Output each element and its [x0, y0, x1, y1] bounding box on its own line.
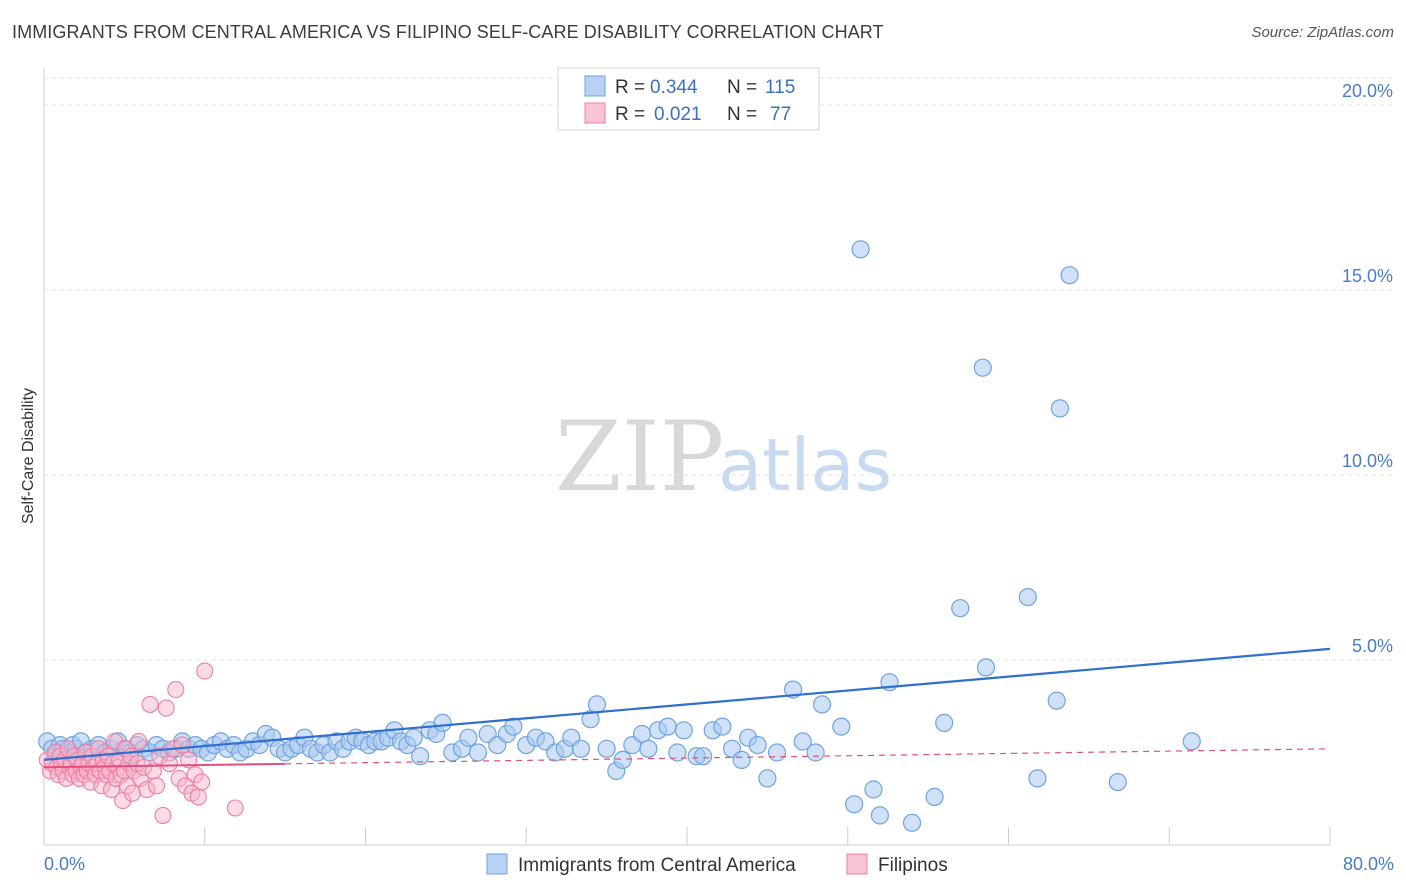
stats-legend-n-label-pink: N =	[727, 104, 757, 125]
data-point-central-america	[902, 813, 922, 832]
data-point-central-america	[925, 787, 944, 807]
data-point-central-america	[639, 739, 658, 758]
data-point-central-america	[732, 750, 751, 770]
data-point-central-america	[973, 358, 992, 377]
data-point-filipinos	[167, 681, 185, 699]
stats-legend-n-value-blue: 115	[765, 77, 795, 98]
data-point-filipinos	[154, 806, 172, 824]
data-point-central-america	[1028, 769, 1047, 788]
data-point-central-america	[571, 739, 591, 758]
series-legend-label-pink: Filipinos	[878, 855, 948, 876]
data-point-filipinos	[141, 695, 159, 713]
data-point-central-america	[1108, 772, 1127, 792]
data-point-central-america	[597, 739, 616, 758]
trend-line-central-america	[43, 647, 1331, 761]
data-point-filipinos	[196, 662, 214, 680]
data-point-central-america	[459, 728, 478, 747]
trend-lines	[43, 647, 1331, 769]
watermark-atlas: atlas	[718, 423, 892, 507]
data-point-central-america	[1050, 399, 1070, 418]
data-point-central-america	[411, 747, 430, 766]
data-point-central-america	[504, 717, 523, 736]
data-point-filipinos	[160, 755, 178, 773]
data-point-central-america	[976, 658, 996, 677]
stats-legend-r-label-pink: R =	[615, 104, 645, 125]
data-point-central-america	[1047, 691, 1066, 710]
chart-title: IMMIGRANTS FROM CENTRAL AMERICA VS FILIP…	[12, 22, 884, 42]
data-point-central-america	[812, 695, 832, 714]
data-point-filipinos	[123, 784, 141, 802]
data-point-filipinos	[192, 773, 211, 791]
stats-legend-r-value-blue: 0.344	[650, 77, 698, 98]
source-credit: Source: ZipAtlas.com	[1251, 24, 1394, 41]
data-point-central-america	[674, 721, 693, 740]
data-point-central-america	[613, 750, 632, 770]
data-point-central-america	[767, 743, 787, 762]
data-point-filipinos	[226, 799, 244, 817]
data-point-central-america	[793, 732, 812, 751]
x-tick-label-max: 80.0%	[1343, 854, 1394, 874]
data-point-central-america	[935, 713, 954, 733]
stats-legend: R = 0.344 N = 115 R = 0.021 N = 77	[557, 67, 820, 131]
data-point-central-america	[713, 717, 732, 736]
y-axis-label: Self-Care Disability	[20, 388, 37, 524]
series-legend-label-blue: Immigrants from Central America	[518, 855, 796, 876]
series-legend-swatch-blue	[486, 853, 508, 875]
data-point-filipinos	[180, 751, 198, 769]
data-point-filipinos	[189, 788, 207, 806]
trend-line-filipinos-dashed	[285, 748, 1331, 765]
y-tick-labels: 5.0% 10.0% 15.0% 20.0%	[1342, 81, 1393, 656]
stats-legend-n-label-blue: N =	[727, 77, 757, 98]
y-tick-label: 5.0%	[1352, 636, 1393, 656]
series-central-america-points	[38, 240, 1201, 832]
series-legend: Immigrants from Central America Filipino…	[486, 853, 948, 876]
data-point-central-america	[668, 743, 687, 762]
data-point-central-america	[870, 806, 890, 825]
data-point-central-america	[693, 747, 713, 766]
y-tick-label: 15.0%	[1342, 266, 1393, 286]
data-point-central-america	[587, 695, 607, 714]
data-point-filipinos	[157, 699, 175, 717]
x-tick-label-min: 0.0%	[44, 854, 85, 874]
data-point-central-america	[658, 717, 677, 736]
stats-legend-n-value-pink: 77	[770, 104, 791, 125]
data-point-central-america	[748, 735, 767, 755]
data-point-central-america	[404, 728, 423, 747]
stats-legend-swatch-pink	[584, 102, 606, 124]
data-point-central-america	[832, 717, 851, 736]
series-legend-swatch-pink	[846, 853, 868, 875]
data-point-filipinos	[147, 777, 166, 795]
stats-legend-r-value-pink: 0.021	[654, 104, 702, 125]
stats-legend-swatch-blue	[584, 75, 606, 97]
y-tick-label: 20.0%	[1342, 81, 1393, 101]
trend-line-filipinos-solid	[43, 762, 286, 769]
data-point-central-america	[758, 769, 777, 788]
data-point-central-america	[468, 743, 488, 762]
watermark-zip: ZIP	[555, 401, 724, 513]
data-point-central-america	[851, 240, 870, 259]
data-point-central-america	[1182, 732, 1201, 751]
x-ticks	[43, 827, 1331, 845]
stats-legend-r-label-blue: R =	[615, 77, 645, 98]
data-point-central-america	[864, 780, 883, 799]
data-point-central-america	[1060, 266, 1079, 285]
data-point-central-america	[1018, 587, 1037, 607]
data-point-central-america	[951, 599, 970, 618]
gridlines	[44, 77, 1394, 661]
data-point-filipinos	[173, 736, 191, 754]
y-tick-label: 10.0%	[1342, 451, 1393, 471]
data-point-central-america	[806, 743, 825, 762]
data-point-filipinos	[130, 732, 148, 750]
data-point-central-america	[433, 713, 452, 733]
data-point-central-america	[845, 795, 864, 814]
